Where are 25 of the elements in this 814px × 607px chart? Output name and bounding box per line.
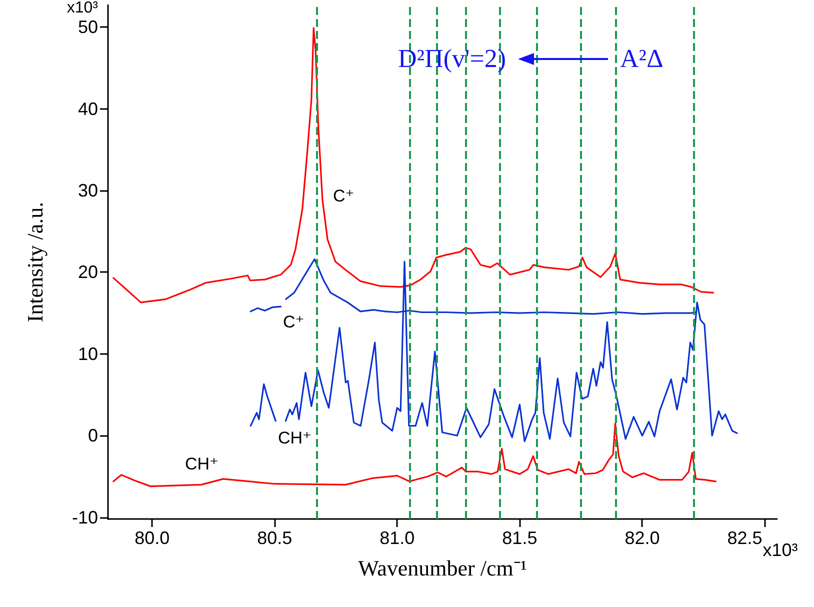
text: x10³ xyxy=(66,0,99,17)
y-axis-title: Intensity /a.u. xyxy=(22,202,48,322)
annotation: CH⁺ xyxy=(185,454,219,474)
y-tick-label: 20 xyxy=(78,262,98,282)
x-axis-title: Wavenumber /cm⁻¹ xyxy=(358,556,527,580)
x-tick-label: 80.0 xyxy=(134,528,170,548)
y-tick-label: -10 xyxy=(72,507,98,528)
text: x10³ xyxy=(762,540,798,560)
y-tick-label: 30 xyxy=(78,180,98,200)
annotation: D²Π(v'=2) xyxy=(398,44,506,74)
y-tick-label: 40 xyxy=(78,98,98,119)
line-series xyxy=(112,27,714,304)
annotation: CH⁺ xyxy=(278,428,312,448)
y-tick-label: 50 xyxy=(78,17,98,38)
x-tick-label: 81.0 xyxy=(380,528,415,548)
annotation: C⁺ xyxy=(283,312,304,332)
y-tick-label: 0 xyxy=(88,426,98,446)
x-tick-label: 81.5 xyxy=(502,528,538,548)
annotation: C⁺ xyxy=(333,186,354,206)
x-tick-label: 80.5 xyxy=(257,528,292,548)
x-tick-label: 82.0 xyxy=(624,528,660,548)
annotation: A²Δ xyxy=(620,44,664,74)
line-series xyxy=(112,422,717,488)
y-tick-label: 10 xyxy=(78,344,98,364)
x-tick-label: 82.5 xyxy=(727,528,762,548)
